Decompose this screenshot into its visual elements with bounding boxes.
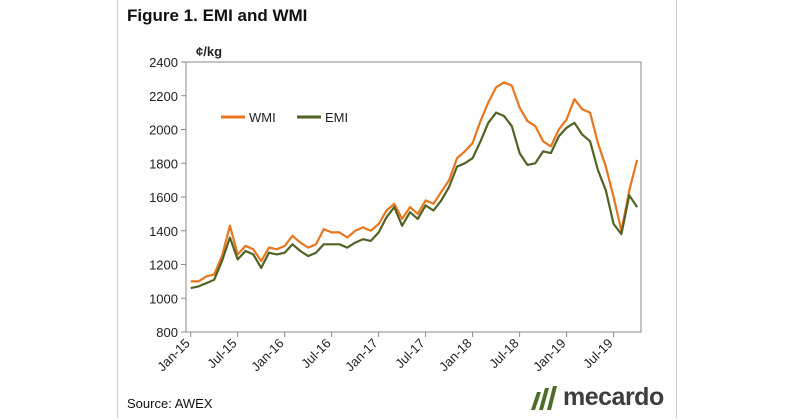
y-tick-label: 1400 bbox=[149, 224, 178, 239]
x-tick-label: Jul-16 bbox=[298, 336, 334, 372]
series-line-wmi bbox=[190, 81, 639, 283]
x-tick-label: Jan-16 bbox=[248, 336, 287, 375]
x-tick-label: Jan-19 bbox=[530, 336, 569, 375]
y-tick-label: 1600 bbox=[149, 190, 178, 205]
x-tick-label: Jul-19 bbox=[580, 336, 616, 372]
y-axis-unit-label: ¢/kg bbox=[196, 44, 222, 59]
legend-label-wmi: WMI bbox=[249, 110, 276, 125]
y-tick-label: 1000 bbox=[149, 291, 178, 306]
x-tick-label: Jul-15 bbox=[204, 336, 240, 372]
x-tick-label: Jul-18 bbox=[486, 336, 522, 372]
x-tick-label: Jan-17 bbox=[342, 336, 381, 375]
mecardo-mark-icon bbox=[531, 385, 557, 410]
source-note: Source: AWEX bbox=[127, 396, 213, 411]
x-tick-label: Jul-17 bbox=[392, 336, 428, 372]
legend-label-emi: EMI bbox=[325, 110, 348, 125]
series-line-emi bbox=[190, 111, 639, 290]
y-tick-label: 2000 bbox=[149, 123, 178, 138]
y-tick-label: 1800 bbox=[149, 156, 178, 171]
y-tick-label: 800 bbox=[156, 325, 178, 340]
x-tick-label: Jan-15 bbox=[154, 336, 193, 375]
mecardo-wordmark: mecardo bbox=[563, 383, 664, 411]
x-tick-label: Jan-18 bbox=[436, 336, 475, 375]
y-tick-label: 2400 bbox=[149, 55, 178, 70]
mecardo-logo: mecardo bbox=[529, 383, 664, 412]
y-tick-label: 1200 bbox=[149, 258, 178, 273]
figure-title: Figure 1. EMI and WMI bbox=[127, 6, 308, 25]
y-tick-label: 2200 bbox=[149, 89, 178, 104]
